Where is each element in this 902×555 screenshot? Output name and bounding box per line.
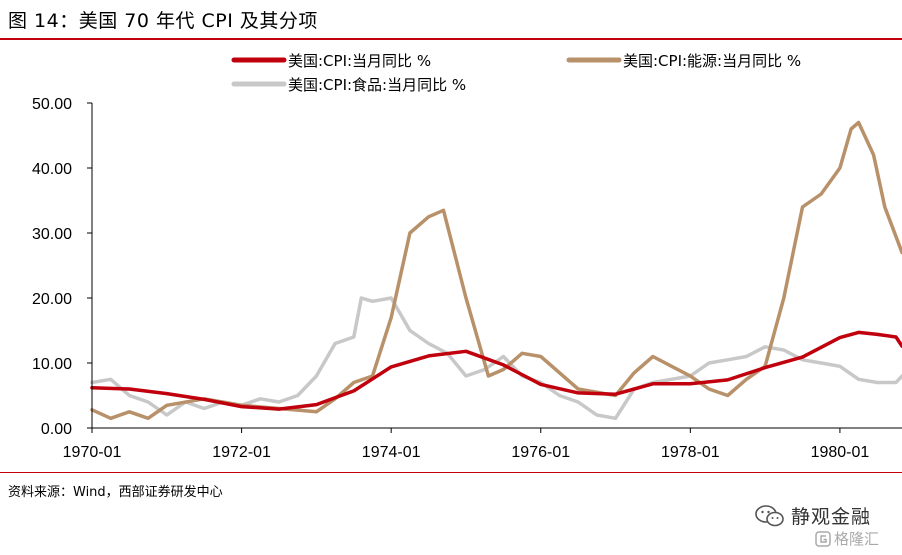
x-tick-label: 1974-01	[362, 444, 421, 461]
legend-label-1: 美国:CPI:能源:当月同比 %	[623, 52, 801, 70]
legend-label-0: 美国:CPI:当月同比 %	[288, 52, 431, 70]
axes: 0.00 10.00 20.00 30.00 40.00 50.00 1970-01 1972…	[32, 96, 902, 461]
series-line-1	[90, 120, 902, 421]
source-divider	[0, 472, 902, 473]
y-tick-label: 40.00	[32, 161, 72, 178]
x-tick-label: 1976-01	[511, 444, 570, 461]
gelonghui-logo-icon	[815, 530, 831, 547]
wechat-icon	[755, 504, 784, 526]
y-tick-label: 30.00	[32, 226, 72, 243]
watermark-secondary-text: 格隆汇	[834, 530, 880, 548]
legend: 美国:CPI:当月同比 % 美国:CPI:能源:当月同比 % 美国:CPI:食品:当…	[231, 52, 801, 94]
legend-label-2: 美国:CPI:食品:当月同比 %	[288, 76, 466, 94]
y-tick-label: 0.00	[41, 421, 72, 438]
series-line-0	[90, 330, 902, 411]
x-tick-label: 1978-01	[661, 444, 720, 461]
series-layer	[90, 120, 902, 421]
cpi-line-chart: 美国:CPI:当月同比 % 美国:CPI:能源:当月同比 % 美国:CPI:食品:当…	[32, 52, 902, 461]
y-tick-label: 20.00	[32, 291, 72, 308]
x-tick-label: 1972-01	[212, 444, 271, 461]
x-tick-label: 1980-01	[811, 444, 870, 461]
watermark-secondary: 格隆汇	[815, 528, 879, 549]
source-note: 资料来源：Wind，西部证券研发中心	[8, 485, 223, 500]
watermark: 静观金融	[755, 502, 871, 529]
y-tick-label: 10.00	[32, 356, 72, 373]
y-tick-label: 50.00	[32, 96, 72, 113]
title-divider	[0, 38, 902, 40]
x-tick-label: 1970-01	[63, 444, 122, 461]
watermark-text: 静观金融	[791, 506, 872, 528]
figure-title: 图 14：美国 70 年代 CPI 及其分项	[8, 10, 318, 32]
